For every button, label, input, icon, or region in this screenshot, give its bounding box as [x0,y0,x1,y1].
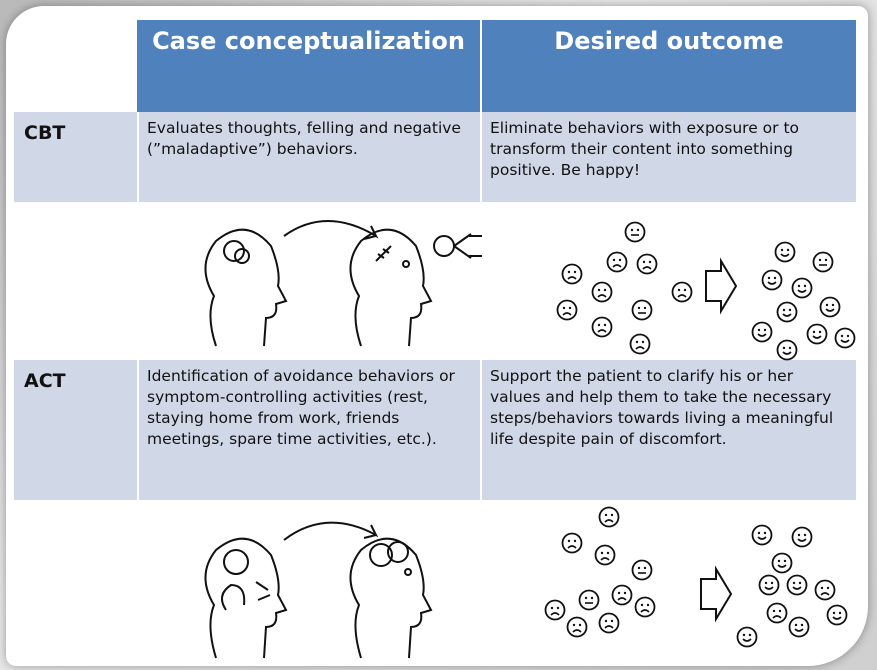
column-header: Desired outcome [482,20,856,112]
act-heads-sketch [204,521,433,659]
cbt-heads-sketch [204,220,482,347]
act-faces-sketch [544,506,848,648]
row-label: ACT [14,360,137,500]
corner-cell [14,20,137,112]
cell-text: Evaluates thoughts, felling and negative… [137,112,482,202]
slide-frame: Case conceptualization Desired outcome C… [6,6,868,666]
cbt-faces-sketch [556,221,856,361]
column-header: Case conceptualization [137,20,482,112]
row-label: CBT [14,112,137,202]
cell-text: Identification of avoidance behaviors or… [137,360,482,500]
cell-text: Eliminate behaviors with exposure or to … [482,112,856,202]
cell-text: Support the patient to clarify his or he… [482,360,856,500]
